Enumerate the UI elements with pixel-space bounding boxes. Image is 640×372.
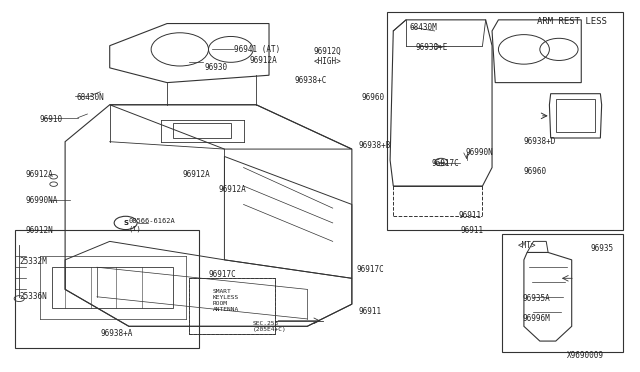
Text: 96938+D: 96938+D [524,137,556,146]
Text: 96938+B: 96938+B [358,141,390,150]
Text: 96930: 96930 [204,63,227,72]
Bar [15,230,199,349]
Text: ARM REST LESS: ARM REST LESS [537,17,607,26]
Text: SEC.253
(205E4+C): SEC.253 (205E4+C) [253,321,287,332]
Text: 96935A: 96935A [523,294,550,303]
Text: 96910: 96910 [40,115,63,124]
Text: 96935: 96935 [591,244,614,253]
Text: 25332M: 25332M [19,257,47,266]
Text: 96911: 96911 [459,211,482,220]
Text: SMART
KEYLESS
ROOM
ANTENNA: SMART KEYLESS ROOM ANTENNA [213,289,239,312]
Text: 68430M: 68430M [409,23,437,32]
Text: 96917C: 96917C [357,264,385,273]
Text: <MT>: <MT> [518,241,536,250]
Text: 96912N: 96912N [26,226,53,235]
Text: 96938+E: 96938+E [415,43,448,52]
Bar [173,123,231,138]
Bar [189,278,275,334]
Text: 96938+C: 96938+C [294,76,327,85]
Text: 96990NA: 96990NA [26,196,58,205]
Bar [502,234,623,352]
Text: 96938+A: 96938+A [100,329,132,338]
Text: 96911: 96911 [460,226,483,235]
Text: 96912Q
<HIGH>: 96912Q <HIGH> [314,47,341,67]
Text: 96996M: 96996M [523,314,550,323]
Text: 96990N: 96990N [465,148,493,157]
Text: 96912A: 96912A [183,170,211,179]
Text: 96917C: 96917C [431,159,460,169]
Text: 96941 (AT): 96941 (AT) [234,45,280,54]
Bar [556,99,595,132]
Bar [189,278,275,334]
Text: 96912A: 96912A [250,56,278,65]
Text: 96960: 96960 [524,167,547,176]
Text: 96912A: 96912A [218,185,246,194]
Text: 96960: 96960 [362,93,385,102]
Bar [387,13,623,230]
Text: 68430N: 68430N [77,93,104,102]
Text: 25336N: 25336N [19,292,47,301]
Text: 96912A: 96912A [26,170,53,179]
Text: 96917C: 96917C [209,270,236,279]
Text: S: S [123,220,128,226]
Text: 96911: 96911 [358,307,381,316]
Text: X9690009: X9690009 [567,350,604,360]
Text: 08566-6162A
(1): 08566-6162A (1) [129,218,175,231]
